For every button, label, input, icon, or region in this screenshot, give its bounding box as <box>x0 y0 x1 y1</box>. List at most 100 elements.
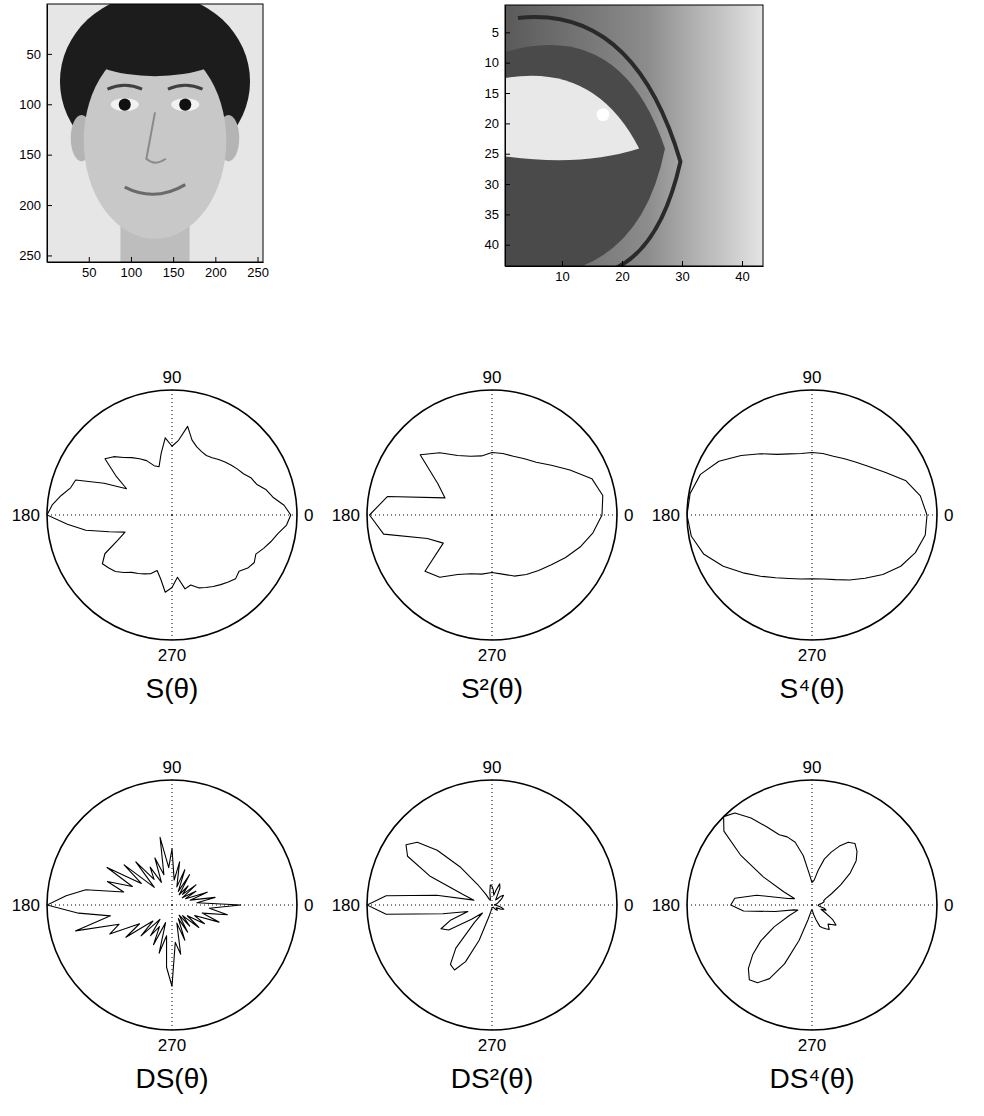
grid-line <box>172 780 173 905</box>
tick: 5 <box>492 25 510 40</box>
angle-label: 180 <box>332 506 360 525</box>
polar-frame <box>47 390 297 640</box>
polar-frame <box>687 780 937 1030</box>
plot-area <box>367 842 504 970</box>
angle-label: 270 <box>798 1036 826 1055</box>
tick-label: 5 <box>492 25 499 40</box>
tick-mark <box>258 257 259 262</box>
tick-mark <box>742 261 743 266</box>
tick-mark <box>47 255 52 256</box>
image-mouth <box>125 185 185 195</box>
tick-mark <box>682 261 683 266</box>
polar-panel: 090180270DS(θ) <box>12 758 314 1094</box>
grid-line <box>47 515 172 516</box>
tick-mark <box>47 155 52 156</box>
image-panel: 5010015020025050100150200250 <box>19 0 269 280</box>
tick-mark <box>131 257 132 262</box>
y-axis: 50100150200250 <box>19 5 52 264</box>
tick-mark <box>215 257 216 262</box>
polar-panel: 090180270S⁴(θ) <box>652 368 954 704</box>
grid-line <box>812 780 813 905</box>
polar-panel: 090180270S²(θ) <box>332 368 634 704</box>
axes-frame <box>505 5 763 266</box>
tick: 250 <box>247 257 269 280</box>
plot-area <box>47 837 241 986</box>
image-crease <box>518 17 681 266</box>
tick-label: 100 <box>121 265 143 280</box>
grid-line <box>812 515 937 516</box>
x-axis: 50100150200250 <box>48 257 269 280</box>
image-panel: 10203040510152025303540 <box>485 5 764 284</box>
grid-line <box>172 515 297 516</box>
polar-line <box>47 426 291 592</box>
tick-label: 150 <box>163 265 185 280</box>
grid-line <box>367 905 492 906</box>
image-nose <box>146 112 165 162</box>
polar-line <box>47 837 241 986</box>
chart-title: S⁴(θ) <box>780 673 845 704</box>
angle-label: 270 <box>158 1036 186 1055</box>
plot-area <box>47 426 291 592</box>
grid-line <box>47 905 172 906</box>
tick-mark <box>505 123 510 124</box>
chart-title: S(θ) <box>146 673 199 704</box>
angle-label: 270 <box>478 646 506 665</box>
image-iris <box>179 99 191 111</box>
tick-mark <box>505 32 510 33</box>
tick-label: 200 <box>205 265 227 280</box>
tick-label: 40 <box>735 269 749 284</box>
grid-line <box>492 515 493 640</box>
angle-label: 180 <box>652 896 680 915</box>
polar-line <box>367 842 504 970</box>
tick: 20 <box>615 261 629 284</box>
image-iris <box>119 99 131 111</box>
polar-frame <box>367 780 617 1030</box>
tick: 35 <box>485 207 510 222</box>
angle-label: 180 <box>332 896 360 915</box>
image-content <box>505 5 763 266</box>
plot-area <box>724 813 857 983</box>
tick-mark <box>622 261 623 266</box>
angle-label: 270 <box>798 646 826 665</box>
grid-line <box>492 515 617 516</box>
angle-label: 0 <box>624 506 633 525</box>
polar-frame <box>47 780 297 1030</box>
tick-mark <box>505 63 510 64</box>
tick: 10 <box>555 261 569 284</box>
tick-label: 100 <box>19 97 41 112</box>
angle-label: 270 <box>158 646 186 665</box>
angle-label: 0 <box>944 896 953 915</box>
polar-line <box>370 453 603 578</box>
grid-line <box>812 515 813 640</box>
grid-line <box>812 905 813 1030</box>
tick: 150 <box>19 147 52 162</box>
tick: 200 <box>19 198 52 213</box>
axis-line <box>506 266 764 267</box>
tick-mark <box>47 104 52 105</box>
tick: 10 <box>485 55 510 70</box>
image-highlight <box>597 108 610 121</box>
axis-line <box>48 262 264 263</box>
plot-area <box>370 453 603 578</box>
tick-mark <box>173 257 174 262</box>
chart-title: DS(θ) <box>135 1063 208 1094</box>
tick-label: 50 <box>27 47 41 62</box>
tick-mark <box>89 257 90 262</box>
angle-label: 90 <box>803 758 822 777</box>
tick-mark <box>505 184 510 185</box>
grid-line <box>172 905 173 1030</box>
tick: 100 <box>19 97 52 112</box>
polar-panel: 090180270S(θ) <box>12 368 314 704</box>
angle-label: 90 <box>483 368 502 387</box>
tick-label: 200 <box>19 198 41 213</box>
angle-label: 90 <box>163 368 182 387</box>
image-eye-white <box>111 98 139 111</box>
polar-frame <box>687 390 937 640</box>
image-eye-white <box>171 98 199 111</box>
angle-label: 90 <box>163 758 182 777</box>
image-content <box>47 4 263 262</box>
angle-label: 180 <box>12 506 40 525</box>
tick: 40 <box>735 261 749 284</box>
grid-line <box>172 515 173 640</box>
grid-line <box>367 515 492 516</box>
